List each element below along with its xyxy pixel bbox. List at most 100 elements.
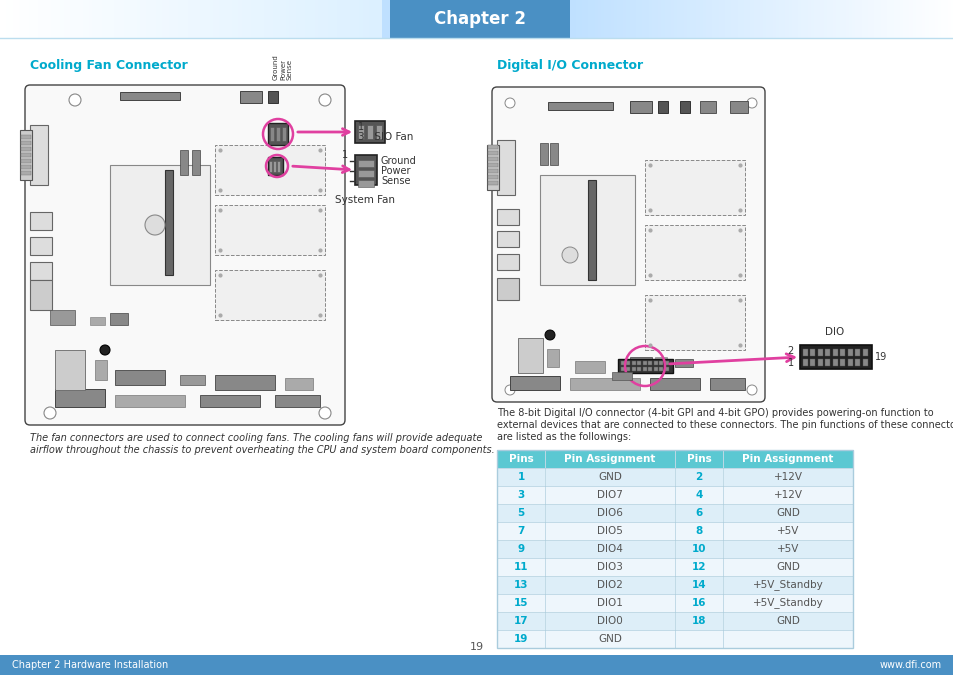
Bar [200, 395, 260, 407]
Bar [546, 349, 558, 367]
FancyBboxPatch shape [492, 87, 764, 402]
Bar [180, 150, 188, 175]
Bar [269, 161, 272, 172]
Text: Power: Power [280, 59, 286, 80]
Bar [331, 0, 335, 38]
Bar [832, 359, 837, 366]
Bar [696, 0, 700, 38]
Bar [121, 0, 125, 38]
Bar [283, 0, 287, 38]
Bar [152, 0, 156, 38]
Bar [30, 125, 48, 185]
Bar [715, 0, 719, 38]
Bar [372, 0, 375, 38]
Bar [285, 378, 313, 390]
Bar [569, 378, 639, 390]
Bar [159, 0, 163, 38]
Bar [268, 123, 288, 145]
Bar [407, 0, 411, 38]
Bar [915, 0, 919, 38]
Bar [724, 0, 728, 38]
Bar [7, 0, 10, 38]
Bar [391, 0, 395, 38]
Text: Digital I/O Connector: Digital I/O Connector [497, 59, 642, 72]
Bar [626, 361, 630, 365]
Bar [578, 0, 582, 38]
Text: Power: Power [380, 166, 410, 176]
Bar [902, 0, 906, 38]
Bar [21, 135, 30, 139]
Bar [700, 101, 716, 113]
Bar [598, 0, 601, 38]
Bar [941, 0, 944, 38]
Bar [426, 0, 430, 38]
Bar [512, 0, 516, 38]
Bar [893, 0, 897, 38]
Bar [802, 349, 807, 356]
Bar [544, 558, 675, 576]
Bar [658, 101, 667, 113]
Bar [510, 376, 559, 390]
Bar [203, 0, 208, 38]
Bar [569, 0, 573, 38]
Bar [127, 0, 132, 38]
Bar [340, 0, 344, 38]
Bar [722, 594, 852, 612]
Bar [721, 0, 725, 38]
Bar [575, 0, 579, 38]
Bar [675, 576, 722, 594]
Bar [21, 171, 30, 175]
Text: +5V_Standby: +5V_Standby [752, 597, 822, 608]
Bar [375, 125, 381, 139]
Bar [390, 0, 569, 38]
Bar [279, 0, 284, 38]
Circle shape [746, 98, 757, 108]
Bar [817, 359, 822, 366]
Bar [644, 160, 744, 215]
Bar [489, 0, 494, 38]
Text: 19: 19 [874, 352, 886, 362]
Bar [675, 486, 722, 504]
Text: +12V: +12V [773, 490, 801, 500]
Text: 1: 1 [517, 472, 524, 482]
Bar [232, 0, 236, 38]
Bar [429, 0, 433, 38]
Bar [877, 0, 881, 38]
Bar [251, 0, 255, 38]
Bar [620, 361, 624, 365]
Bar [488, 145, 497, 149]
Bar [779, 0, 782, 38]
Bar [644, 295, 744, 350]
Bar [486, 0, 490, 38]
Bar [105, 0, 109, 38]
Text: GND: GND [598, 634, 621, 644]
Bar [862, 349, 867, 356]
Bar [553, 0, 557, 38]
Bar [143, 0, 147, 38]
Bar [737, 0, 741, 38]
Bar [740, 0, 744, 38]
Bar [112, 0, 115, 38]
Bar [20, 130, 32, 180]
Bar [950, 0, 953, 38]
Bar [556, 0, 560, 38]
Bar [642, 367, 646, 371]
Text: GND: GND [775, 508, 800, 518]
Bar [50, 310, 75, 325]
Bar [136, 0, 141, 38]
Text: DIO: DIO [824, 327, 843, 337]
Text: Pins: Pins [508, 454, 533, 464]
Bar [120, 92, 180, 100]
Bar [654, 367, 658, 371]
Bar [840, 359, 844, 366]
Bar [455, 0, 458, 38]
Bar [883, 0, 887, 38]
Bar [413, 0, 417, 38]
Bar [497, 450, 852, 648]
Text: are listed as the followings:: are listed as the followings: [497, 432, 631, 442]
Bar [760, 0, 763, 38]
Bar [146, 0, 151, 38]
Bar [305, 0, 309, 38]
Bar [943, 0, 947, 38]
Bar [565, 0, 570, 38]
